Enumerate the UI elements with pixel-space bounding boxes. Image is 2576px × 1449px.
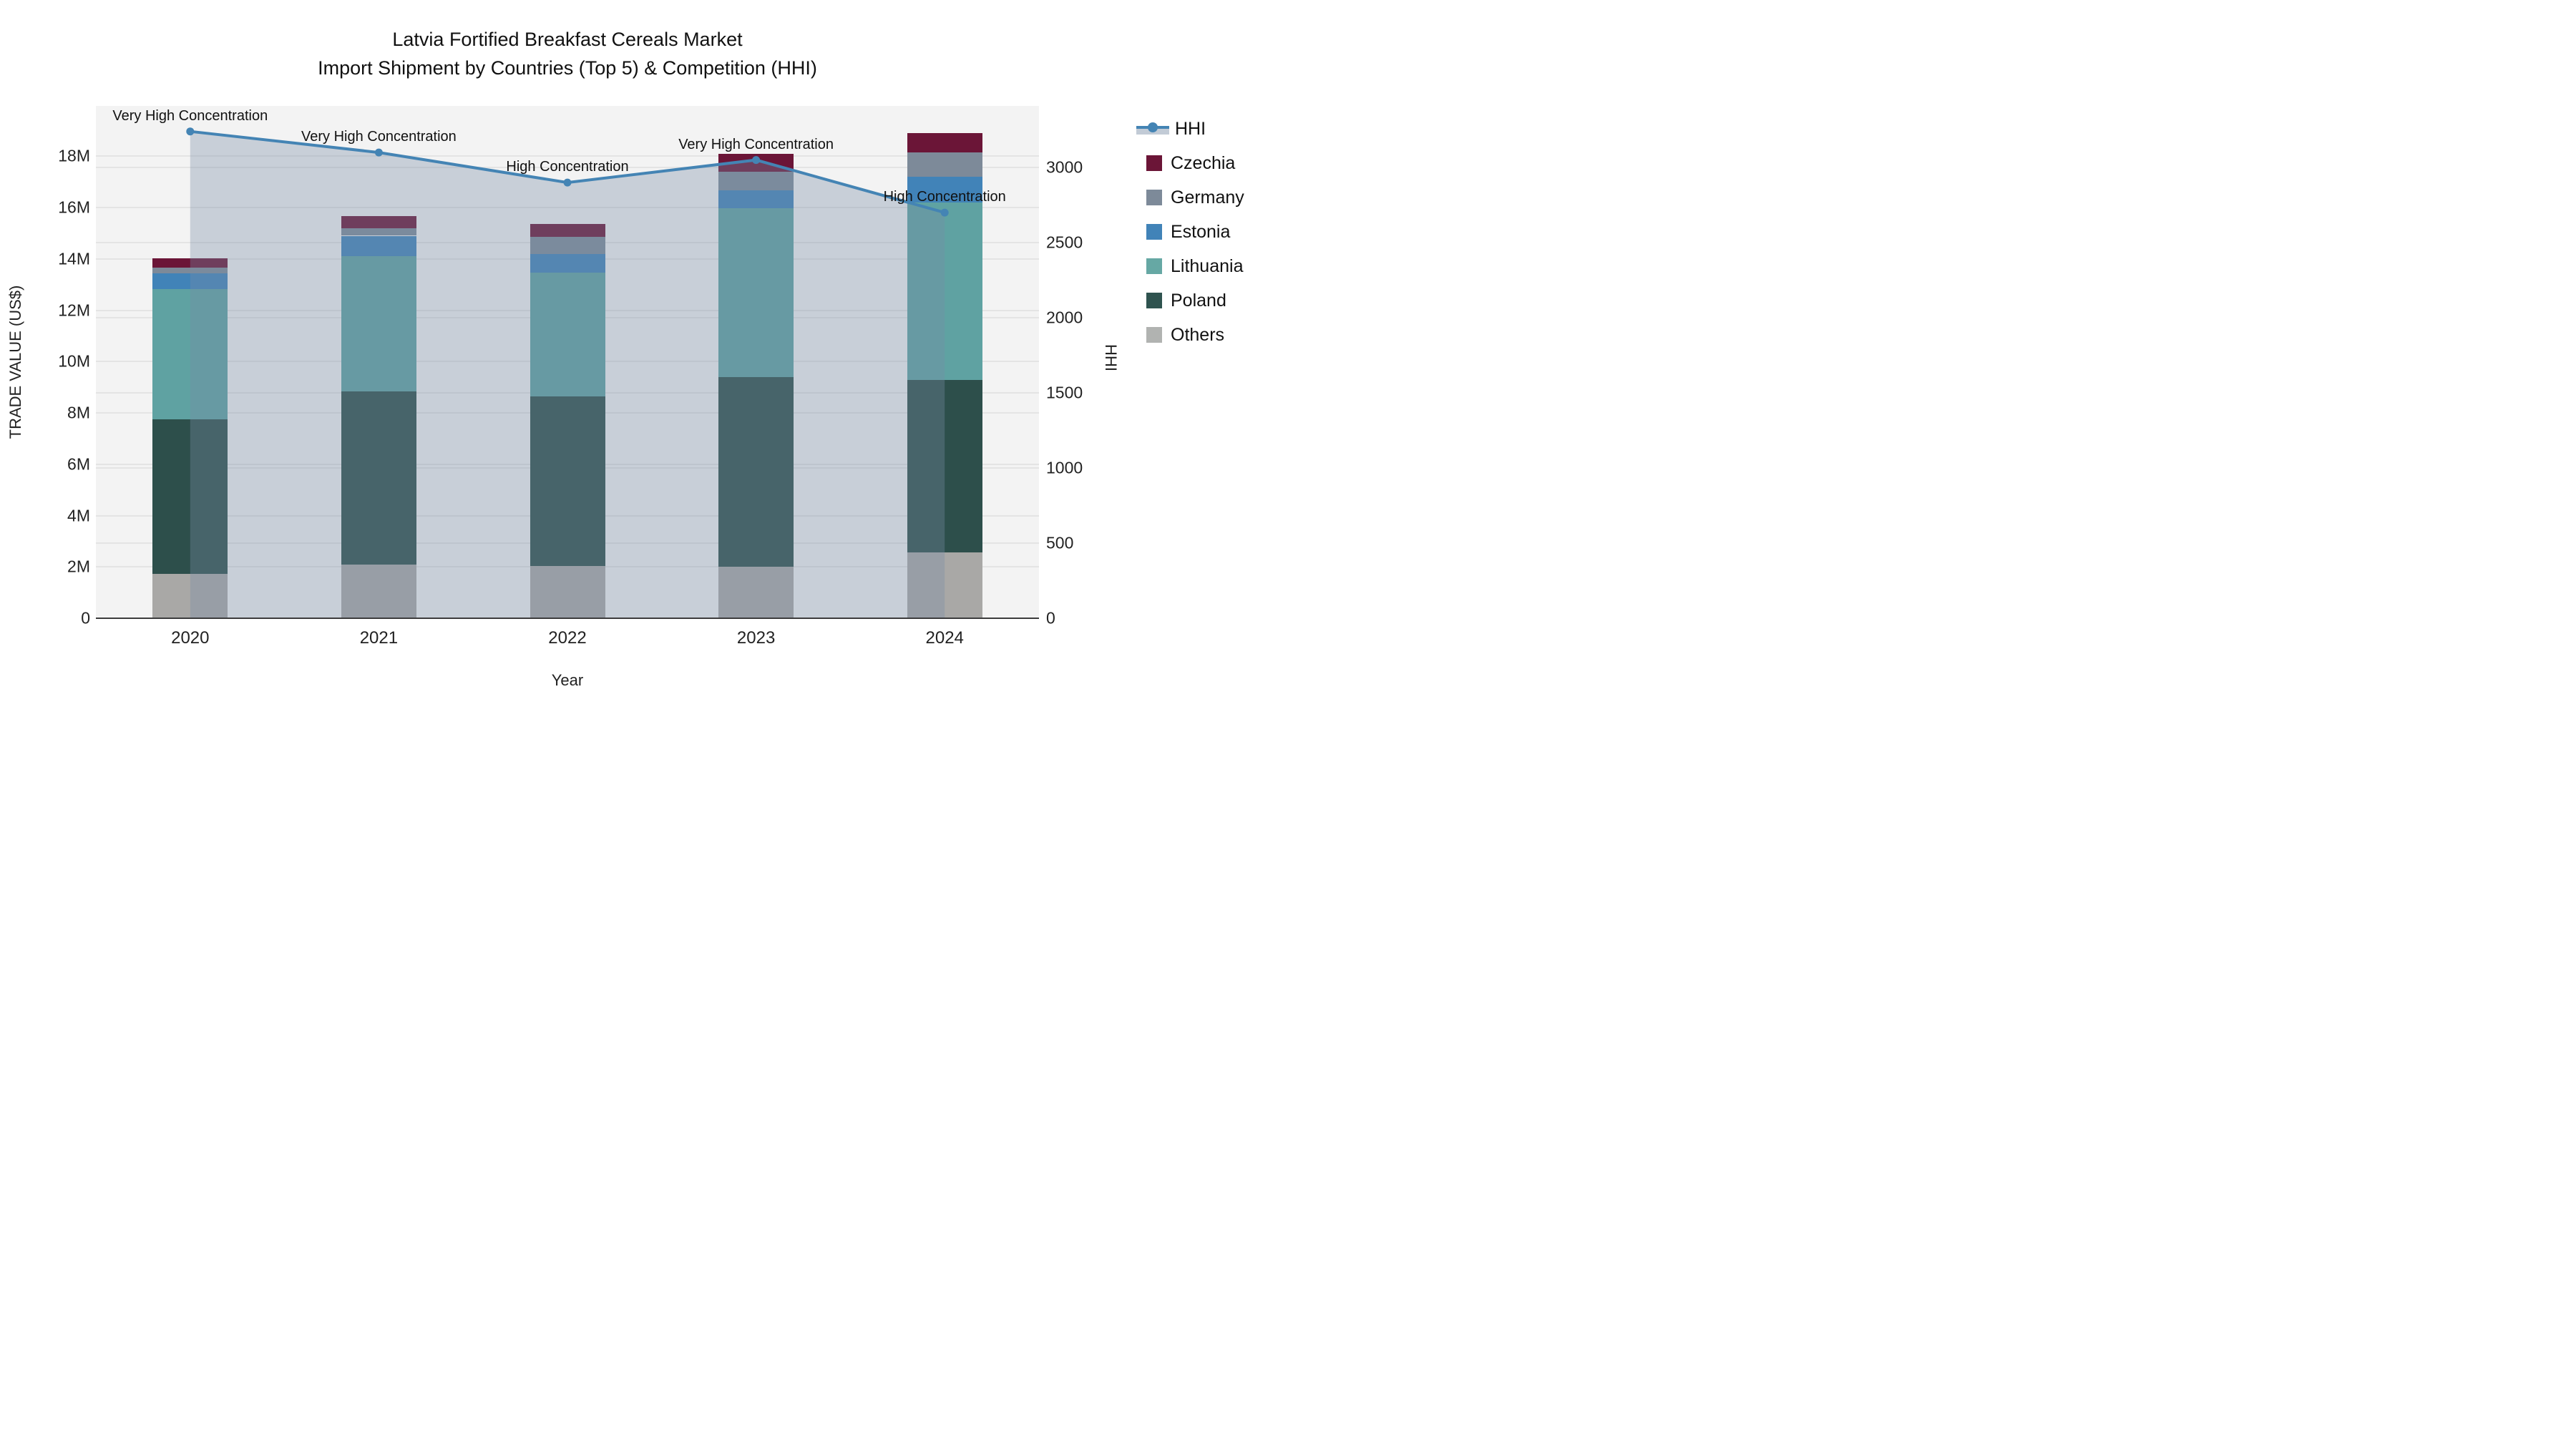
legend-item-czechia[interactable]: Czechia	[1136, 146, 1244, 180]
bar-segment-2020-germany[interactable]	[152, 267, 228, 273]
gridline	[96, 155, 1039, 157]
hhi-overlay	[186, 127, 949, 618]
bar-segment-2024-poland[interactable]	[907, 380, 982, 553]
legend-swatch-germany	[1146, 190, 1162, 205]
bar-segment-2023-estonia[interactable]	[718, 190, 794, 209]
legend-label: Germany	[1171, 187, 1244, 208]
chart-title-line2: Import Shipment by Countries (Top 5) & C…	[318, 57, 817, 79]
x-tick-2021: 2021	[359, 628, 399, 648]
y-right-tick-500: 500	[1046, 533, 1074, 552]
gridline	[96, 167, 1039, 169]
y-right-tick-2000: 2000	[1046, 308, 1083, 327]
bar-segment-2022-poland[interactable]	[530, 396, 605, 567]
y-right-tick-2500: 2500	[1046, 233, 1083, 252]
annotation-2022: High Concentration	[506, 159, 629, 175]
y-left-tick-10M: 10M	[58, 351, 90, 371]
bar-segment-2024-lithuania[interactable]	[907, 202, 982, 381]
legend-item-germany[interactable]: Germany	[1136, 180, 1244, 215]
legend-label: Estonia	[1171, 221, 1231, 242]
hhi-marker-2022[interactable]	[563, 178, 572, 187]
annotation-2020: Very High Concentration	[112, 107, 268, 124]
bar-segment-2022-lithuania[interactable]	[530, 273, 605, 397]
annotation-2021: Very High Concentration	[301, 129, 457, 145]
x-tick-2022: 2022	[548, 628, 587, 648]
legend-item-hhi[interactable]: HHI	[1136, 112, 1244, 146]
bar-segment-2021-lithuania[interactable]	[341, 256, 416, 391]
bar-segment-2020-czechia[interactable]	[152, 258, 228, 268]
legend-swatch-lithuania	[1146, 258, 1162, 274]
y-left-axis-title: TRADE VALUE (US$)	[6, 285, 24, 439]
legend-swatch-estonia	[1146, 224, 1162, 240]
bar-segment-2022-germany[interactable]	[530, 236, 605, 254]
bar-segment-2022-estonia[interactable]	[530, 253, 605, 273]
legend-swatch-czechia	[1146, 155, 1162, 171]
legend-item-others[interactable]: Others	[1136, 318, 1244, 352]
legend-item-poland[interactable]: Poland	[1136, 283, 1244, 318]
y-right-tick-3000: 3000	[1046, 157, 1083, 177]
bar-segment-2024-germany[interactable]	[907, 152, 982, 177]
hhi-marker-2021[interactable]	[374, 148, 383, 157]
x-axis-title: Year	[551, 671, 584, 689]
y-right-tick-0: 0	[1046, 608, 1055, 628]
bar-segment-2020-poland[interactable]	[152, 419, 228, 574]
legend-swatch-poland	[1146, 293, 1162, 308]
hhi-marker-2023[interactable]	[752, 156, 761, 165]
plot-area: Very High Concentration Very High Concent…	[96, 106, 1039, 618]
bar-segment-2020-lithuania[interactable]	[152, 289, 228, 419]
bar-segment-2024-others[interactable]	[907, 552, 982, 618]
x-tick-2024: 2024	[925, 628, 964, 648]
legend-label: Czechia	[1171, 152, 1236, 173]
legend-swatch-others	[1146, 327, 1162, 343]
gridline	[96, 207, 1039, 209]
bar-segment-2023-poland[interactable]	[718, 377, 794, 567]
bar-segment-2021-germany[interactable]	[341, 228, 416, 236]
legend-label: Poland	[1171, 290, 1226, 311]
legend-label: Others	[1171, 324, 1225, 345]
y-left-tick-12M: 12M	[58, 301, 90, 320]
hhi-area-fill	[190, 131, 945, 618]
legend-label: HHI	[1175, 118, 1206, 139]
y-left-tick-2M: 2M	[67, 557, 90, 576]
y-right-axis-title: HHI	[1102, 344, 1120, 371]
legend-label: Lithuania	[1171, 255, 1244, 276]
legend-line-swatch	[1136, 122, 1169, 135]
y-left-tick-4M: 4M	[67, 506, 90, 525]
y-right-tick-1000: 1000	[1046, 458, 1083, 477]
bar-segment-2023-others[interactable]	[718, 566, 794, 618]
legend: HHI Czechia Germany Estonia Lithuania Poland O…	[1136, 112, 1244, 352]
bar-segment-2021-poland[interactable]	[341, 391, 416, 565]
y-left-tick-6M: 6M	[67, 454, 90, 474]
y-left-tick-8M: 8M	[67, 403, 90, 422]
bar-segment-2022-others[interactable]	[530, 566, 605, 618]
bar-segment-2024-czechia[interactable]	[907, 133, 982, 152]
chart-title-line1: Latvia Fortified Breakfast Cereals Marke…	[392, 29, 743, 50]
bar-segment-2020-estonia[interactable]	[152, 273, 228, 290]
x-tick-2020: 2020	[171, 628, 210, 648]
bar-segment-2020-others[interactable]	[152, 573, 228, 618]
bar-segment-2022-czechia[interactable]	[530, 223, 605, 237]
y-left-tick-14M: 14M	[58, 249, 90, 268]
legend-item-lithuania[interactable]: Lithuania	[1136, 249, 1244, 283]
y-right-tick-1500: 1500	[1046, 383, 1083, 402]
x-tick-2023: 2023	[736, 628, 776, 648]
bar-segment-2021-others[interactable]	[341, 565, 416, 618]
x-axis-line	[96, 618, 1039, 619]
bar-segment-2021-czechia[interactable]	[341, 215, 416, 229]
bar-segment-2024-estonia[interactable]	[907, 177, 982, 203]
legend-item-estonia[interactable]: Estonia	[1136, 215, 1244, 249]
bar-segment-2023-lithuania[interactable]	[718, 208, 794, 378]
hhi-marker-2024[interactable]	[940, 208, 949, 217]
bar-segment-2021-estonia[interactable]	[341, 235, 416, 257]
bar-segment-2023-germany[interactable]	[718, 172, 794, 190]
annotation-2024: High Concentration	[883, 189, 1006, 205]
hhi-marker-2020[interactable]	[186, 127, 195, 136]
annotation-2023: Very High Concentration	[678, 136, 834, 152]
y-left-tick-0: 0	[81, 608, 90, 628]
chart-root: Latvia Fortified Breakfast Cereals Marke…	[0, 0, 1288, 725]
y-left-tick-18M: 18M	[58, 146, 90, 165]
y-left-tick-16M: 16M	[58, 197, 90, 217]
